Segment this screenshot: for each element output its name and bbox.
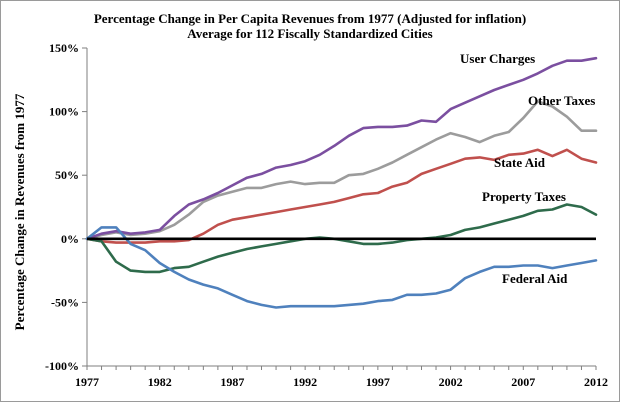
x-tick-label: 1977 xyxy=(75,375,99,389)
y-tick-label: 100% xyxy=(49,105,79,119)
y-tick-label: 150% xyxy=(49,41,79,55)
x-tick-label: 2007 xyxy=(511,375,535,389)
chart-subtitle: Average for 112 Fiscally Standardized Ci… xyxy=(187,26,433,41)
y-axis-label: Percentage Change in Revenues from 1977 xyxy=(12,93,27,330)
series-lines xyxy=(85,56,598,309)
chart-title: Percentage Change in Per Capita Revenues… xyxy=(93,11,527,26)
series-label-user-charges: User Charges xyxy=(460,51,535,66)
y-tick-label: -50% xyxy=(51,295,79,309)
series-line-user-charges xyxy=(85,56,598,241)
series-labels: User Charges Other Taxes State Aid Property… xyxy=(460,51,595,286)
x-tick-label: 1987 xyxy=(220,375,244,389)
x-tick-label: 1997 xyxy=(366,375,390,389)
series-line-federal-aid xyxy=(85,226,598,309)
y-axis-label-group: Percentage Change in Revenues from 1977 xyxy=(12,93,27,330)
y-tick-label: -100% xyxy=(45,359,79,373)
axes: -100% -50% 0% 50% 100% 150% 1977 1982 1987 1992 19… xyxy=(45,41,608,389)
y-tick-label: 50% xyxy=(55,168,79,182)
y-tick-label: 0% xyxy=(61,232,79,246)
series-line-state-aid xyxy=(85,148,598,244)
series-label-state-aid: State Aid xyxy=(494,155,546,170)
x-tick-label: 1992 xyxy=(293,375,317,389)
series-line-other-taxes xyxy=(85,100,598,241)
x-tick-label: 2002 xyxy=(439,375,463,389)
x-tick-label: 2012 xyxy=(584,375,608,389)
x-tick-label: 1982 xyxy=(148,375,172,389)
series-label-other-taxes: Other Taxes xyxy=(528,93,595,108)
series-label-property-taxes: Property Taxes xyxy=(482,189,566,204)
series-label-federal-aid: Federal Aid xyxy=(502,271,568,286)
